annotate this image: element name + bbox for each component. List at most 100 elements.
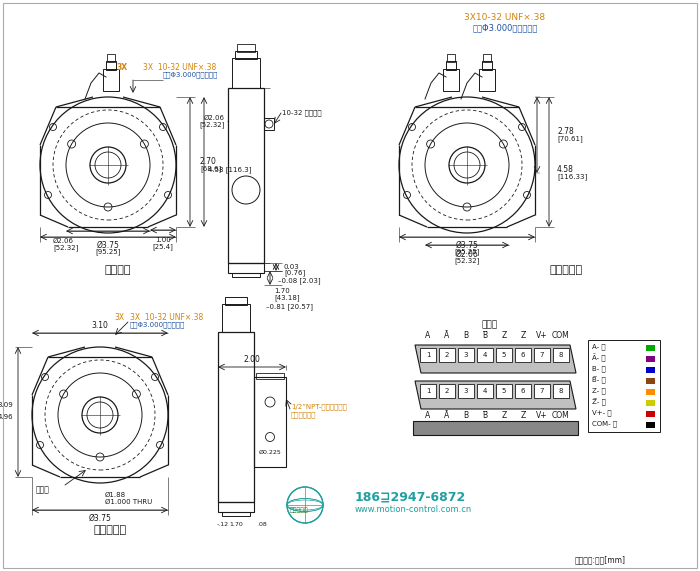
Text: 7: 7 bbox=[540, 388, 545, 394]
Text: 6: 6 bbox=[521, 352, 525, 358]
Bar bbox=[483, 54, 491, 62]
Bar bbox=[218, 502, 254, 512]
Text: 3X  10-32 UNF×.38: 3X 10-32 UNF×.38 bbox=[130, 313, 203, 323]
Bar bbox=[443, 69, 459, 91]
Text: 2.70: 2.70 bbox=[200, 158, 217, 167]
Text: 轴夹紧: 轴夹紧 bbox=[36, 485, 50, 494]
Bar bbox=[232, 273, 260, 277]
Text: A: A bbox=[426, 411, 430, 420]
Text: Ø3.75: Ø3.75 bbox=[97, 240, 120, 250]
Text: Ā: Ā bbox=[444, 411, 449, 420]
Text: 0.03: 0.03 bbox=[284, 264, 300, 270]
Text: 4.58: 4.58 bbox=[557, 166, 574, 175]
Text: [52.32]: [52.32] bbox=[199, 122, 225, 128]
Bar bbox=[254, 377, 286, 467]
Bar bbox=[646, 356, 655, 362]
Text: www.motion-control.com.cn: www.motion-control.com.cn bbox=[355, 505, 472, 514]
Text: [52.32]: [52.32] bbox=[454, 258, 480, 264]
Bar bbox=[646, 378, 655, 384]
Bar bbox=[553, 348, 569, 362]
Text: 3X  10-32 UNF×.38: 3X 10-32 UNF×.38 bbox=[143, 63, 216, 73]
Bar bbox=[439, 384, 455, 398]
Text: Ø1.000 THRU: Ø1.000 THRU bbox=[105, 499, 153, 505]
Text: 4: 4 bbox=[483, 352, 487, 358]
Bar bbox=[228, 88, 264, 263]
Bar bbox=[439, 348, 455, 362]
Text: Z: Z bbox=[501, 331, 507, 340]
Text: 2: 2 bbox=[444, 388, 449, 394]
Bar bbox=[232, 58, 260, 88]
Text: 6: 6 bbox=[521, 388, 525, 394]
Polygon shape bbox=[415, 345, 576, 373]
Bar bbox=[477, 384, 493, 398]
Bar bbox=[420, 348, 436, 362]
Text: 10-32 夹紧螺钉: 10-32 夹紧螺钉 bbox=[282, 110, 321, 116]
Text: Ø3.75: Ø3.75 bbox=[89, 513, 111, 522]
Text: 7: 7 bbox=[540, 352, 545, 358]
Text: 8: 8 bbox=[559, 352, 564, 358]
Bar bbox=[515, 384, 531, 398]
Bar bbox=[646, 411, 655, 417]
Text: 1.70: 1.70 bbox=[274, 288, 290, 294]
Bar bbox=[446, 61, 456, 70]
Bar bbox=[588, 340, 660, 432]
Bar bbox=[222, 512, 250, 516]
Polygon shape bbox=[415, 381, 576, 409]
Text: 5: 5 bbox=[502, 352, 506, 358]
Bar bbox=[228, 263, 264, 273]
Bar bbox=[646, 345, 655, 351]
Text: [68.6]: [68.6] bbox=[200, 166, 221, 172]
Text: 西安德伍拓: 西安德伍拓 bbox=[290, 507, 309, 513]
Text: [52.32]: [52.32] bbox=[53, 244, 78, 251]
Text: B̅: B̅ bbox=[482, 411, 488, 420]
Text: 1: 1 bbox=[426, 388, 430, 394]
Bar bbox=[479, 69, 495, 91]
Bar bbox=[225, 297, 247, 305]
Bar bbox=[237, 44, 255, 52]
Text: [25.4]: [25.4] bbox=[153, 244, 174, 250]
Bar bbox=[646, 422, 655, 428]
Text: COM- 黑: COM- 黑 bbox=[592, 421, 617, 427]
Text: [43.18]: [43.18] bbox=[274, 295, 300, 301]
Text: 2.00: 2.00 bbox=[244, 355, 260, 364]
Text: Ā- 紫: Ā- 紫 bbox=[592, 354, 606, 362]
Bar bbox=[496, 348, 512, 362]
Text: 3X10-32 UNF×.38: 3X10-32 UNF×.38 bbox=[464, 14, 545, 22]
Text: 3.10: 3.10 bbox=[92, 320, 108, 329]
Bar bbox=[256, 373, 284, 379]
Bar bbox=[496, 384, 512, 398]
Text: [116.33]: [116.33] bbox=[557, 174, 587, 180]
Bar bbox=[447, 54, 455, 62]
Text: A: A bbox=[426, 331, 430, 340]
Text: Z- 橙: Z- 橙 bbox=[592, 388, 606, 395]
Text: B̅: B̅ bbox=[482, 331, 488, 340]
Text: 2: 2 bbox=[444, 352, 449, 358]
Text: Ø2.06: Ø2.06 bbox=[456, 250, 478, 259]
Text: 4.96: 4.96 bbox=[0, 414, 13, 420]
Text: B̅- 棕: B̅- 棕 bbox=[592, 376, 606, 384]
Text: 1.00: 1.00 bbox=[155, 237, 171, 243]
Text: 深在Φ3.000螺栓圆周上: 深在Φ3.000螺栓圆周上 bbox=[473, 23, 538, 33]
Bar bbox=[420, 384, 436, 398]
Text: B- 蓝: B- 蓝 bbox=[592, 365, 606, 372]
Text: 深在Φ3.000螺栓圆周上: 深在Φ3.000螺栓圆周上 bbox=[163, 72, 218, 78]
Bar bbox=[482, 61, 492, 70]
Bar bbox=[106, 61, 116, 70]
Text: 5: 5 bbox=[502, 388, 506, 394]
Text: 3.09: 3.09 bbox=[0, 402, 13, 408]
Text: Z: Z bbox=[501, 411, 507, 420]
Bar bbox=[103, 69, 119, 91]
Text: .08: .08 bbox=[257, 521, 267, 526]
Text: Ø1.88: Ø1.88 bbox=[105, 492, 126, 498]
Text: B: B bbox=[463, 411, 468, 420]
Text: V+: V+ bbox=[536, 411, 548, 420]
Text: 3: 3 bbox=[463, 388, 468, 394]
Text: 4: 4 bbox=[483, 388, 487, 394]
Text: [70.61]: [70.61] bbox=[557, 136, 582, 142]
Text: Ø2.06: Ø2.06 bbox=[53, 238, 74, 244]
Bar bbox=[458, 348, 474, 362]
Text: 标准外壳: 标准外壳 bbox=[105, 265, 132, 275]
Text: Ø0.225: Ø0.225 bbox=[258, 449, 281, 455]
Bar bbox=[458, 384, 474, 398]
Text: Ø2.06: Ø2.06 bbox=[204, 115, 225, 121]
